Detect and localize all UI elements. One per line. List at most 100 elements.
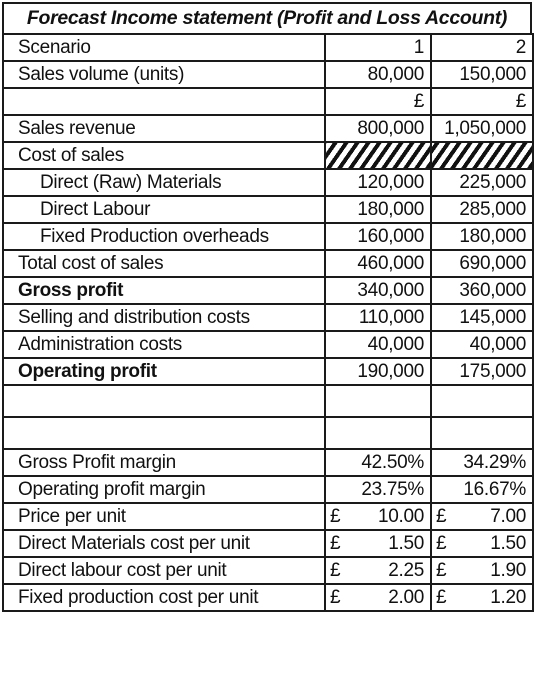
scenario-2-value: 360,000 [430,276,534,305]
row-label: Selling and distribution costs [2,303,326,332]
amount: 1.20 [490,586,526,608]
scenario-1-value: 110,000 [324,303,432,332]
scenario-2-value: 690,000 [430,249,534,278]
scenario-1-value: £2.25 [324,556,432,585]
amount: 1.50 [490,532,526,554]
scenario-2-value: 225,000 [430,168,534,197]
currency-symbol: £ [436,586,447,608]
row-label: Cost of sales [2,141,326,170]
hatched-cell [324,141,432,170]
row-label: Gross profit [2,276,326,305]
table-row: Administration costs 40,000 40,000 [2,330,534,359]
scenario-2-value: 2 [430,33,534,62]
scenario-2-value: 285,000 [430,195,534,224]
scenario-1-value: 120,000 [324,168,432,197]
currency-symbol: £ [330,586,341,608]
row-label [2,87,326,116]
scenario-2-value: 150,000 [430,60,534,89]
table-row: Cost of sales [2,141,534,170]
empty-cell [430,384,534,418]
scenario-2-value: £1.20 [430,583,534,612]
scenario-1-value: 42.50% [324,448,432,477]
row-label: Administration costs [2,330,326,359]
scenario-1-value: 800,000 [324,114,432,143]
scenario-1-value: 340,000 [324,276,432,305]
scenario-2-value: £1.50 [430,529,534,558]
row-label: Price per unit [2,502,326,531]
scenario-1-value: 1 [324,33,432,62]
amount: 2.00 [388,586,424,608]
table-row: Gross profit 340,000 360,000 [2,276,534,305]
blank-row [2,416,534,450]
currency-symbol: £ [436,532,447,554]
table-row: Fixed Production overheads 160,000 180,0… [2,222,534,251]
scenario-2-value: £7.00 [430,502,534,531]
scenario-1-value: 180,000 [324,195,432,224]
table-row: Operating profit 190,000 175,000 [2,357,534,386]
row-label: Fixed Production overheads [2,222,326,251]
row-label: Direct (Raw) Materials [2,168,326,197]
scenario-2-value: 180,000 [430,222,534,251]
row-label: Gross Profit margin [2,448,326,477]
currency-symbol: £ [330,532,341,554]
amount: 1.50 [388,532,424,554]
hatched-cell [430,141,534,170]
table-row: Direct Materials cost per unit £1.50 £1.… [2,529,534,558]
currency-symbol: £ [330,505,341,527]
empty-cell [2,384,326,418]
currency-symbol: £ [330,559,341,581]
row-label: Operating profit [2,357,326,386]
currency-symbol: £ [436,505,447,527]
scenario-1-value: 460,000 [324,249,432,278]
table-row: Operating profit margin 23.75% 16.67% [2,475,534,504]
table-row: Price per unit £10.00 £7.00 [2,502,534,531]
scenario-1-value: 23.75% [324,475,432,504]
scenario-1-value: £10.00 [324,502,432,531]
amount: 1.90 [490,559,526,581]
row-label: Scenario [2,33,326,62]
table-row: Sales revenue 800,000 1,050,000 [2,114,534,143]
row-label: Sales revenue [2,114,326,143]
empty-cell [2,416,326,450]
scenario-2-value: £1.90 [430,556,534,585]
scenario-2-currency: £ [430,87,534,116]
scenario-1-value: £1.50 [324,529,432,558]
row-label: Sales volume (units) [2,60,326,89]
row-label: Operating profit margin [2,475,326,504]
scenario-2-value: 16.67% [430,475,534,504]
scenario-2-value: 34.29% [430,448,534,477]
scenario-2-value: 175,000 [430,357,534,386]
row-label: Direct Materials cost per unit [2,529,326,558]
statement-title: Forecast Income statement (Profit and Lo… [2,2,532,33]
blank-row [2,384,534,418]
table-row: Total cost of sales 460,000 690,000 [2,249,534,278]
statement-table: Scenario 1 2 Sales volume (units) 80,000… [2,33,534,612]
scenario-2-value: 1,050,000 [430,114,534,143]
table-row: Fixed production cost per unit £2.00 £1.… [2,583,534,612]
row-label: Total cost of sales [2,249,326,278]
scenario-1-currency: £ [324,87,432,116]
scenario-1-value: 190,000 [324,357,432,386]
empty-cell [324,416,432,450]
table-row: Scenario 1 2 [2,33,534,62]
table-row: Selling and distribution costs 110,000 1… [2,303,534,332]
empty-cell [430,416,534,450]
row-label: Direct labour cost per unit [2,556,326,585]
table-row: Direct (Raw) Materials 120,000 225,000 [2,168,534,197]
income-statement: Forecast Income statement (Profit and Lo… [2,2,534,612]
row-label: Fixed production cost per unit [2,583,326,612]
row-label: Direct Labour [2,195,326,224]
empty-cell [324,384,432,418]
scenario-1-value: 80,000 [324,60,432,89]
scenario-1-value: 40,000 [324,330,432,359]
scenario-2-value: 40,000 [430,330,534,359]
table-row: Direct Labour 180,000 285,000 [2,195,534,224]
table-row: Sales volume (units) 80,000 150,000 [2,60,534,89]
amount: 7.00 [490,505,526,527]
table-row: £ £ [2,87,534,116]
table-row: Direct labour cost per unit £2.25 £1.90 [2,556,534,585]
scenario-1-value: 160,000 [324,222,432,251]
amount: 10.00 [377,505,424,527]
currency-symbol: £ [436,559,447,581]
scenario-2-value: 145,000 [430,303,534,332]
